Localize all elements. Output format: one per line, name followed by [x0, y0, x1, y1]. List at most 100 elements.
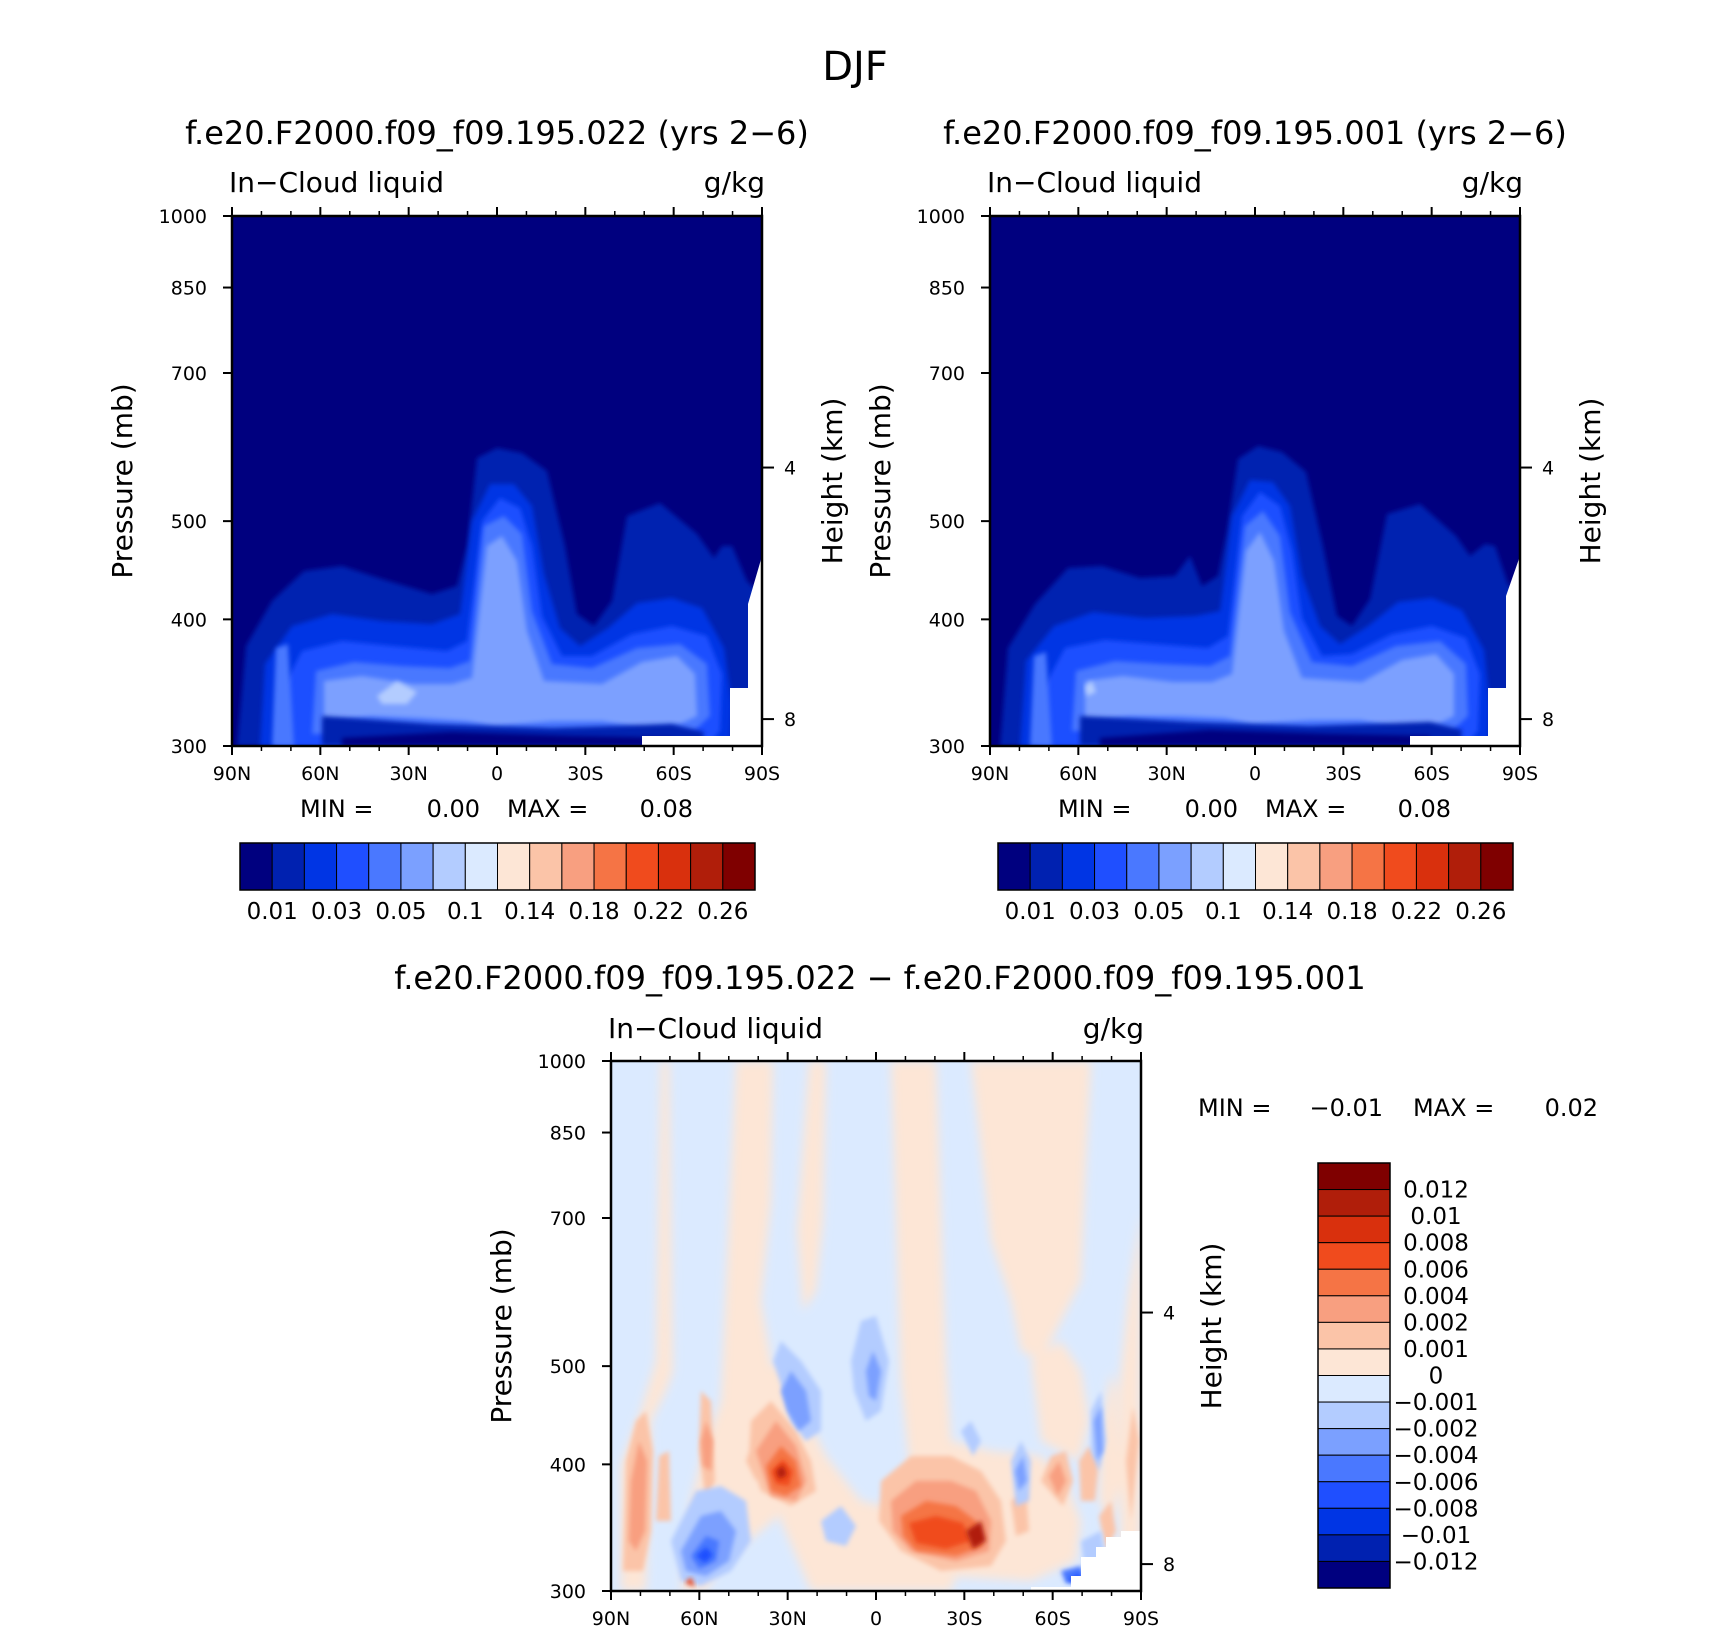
level-6 [1085, 681, 1096, 696]
level-low1 [272, 644, 294, 746]
x-tick-label: 0 [491, 763, 503, 785]
colorbar-box [625, 842, 659, 891]
colorbar-label: −0.001 [1393, 1390, 1478, 1416]
colorbar-box [271, 842, 305, 891]
colorbar-box [368, 842, 402, 891]
colorbar-box [1255, 842, 1289, 891]
colorbar-box [336, 842, 370, 891]
colorbar-label: 0.26 [697, 899, 748, 925]
min-label: MIN = [1058, 795, 1131, 823]
colorbar-label: 0.05 [1133, 899, 1184, 925]
colorbar-label: 0.22 [633, 899, 684, 925]
colorbar-box [1287, 842, 1321, 891]
contour-fill [611, 1061, 1141, 1591]
colorbar-box [1317, 1295, 1391, 1323]
max-value: 0.02 [1545, 1094, 1598, 1122]
colorbar-label: 0.004 [1403, 1284, 1469, 1310]
missing-region [1410, 556, 1520, 746]
colorbar-box [1317, 1162, 1391, 1191]
colorbar-box [1126, 842, 1160, 891]
max-label: MAX = [1265, 795, 1346, 823]
missing-region [1031, 1531, 1141, 1591]
y-tick-label: 300 [929, 736, 965, 758]
colorbar-box [1317, 1321, 1391, 1350]
colorbar-box [1317, 1428, 1391, 1456]
x-tick-label: 30S [567, 763, 603, 785]
right-string: g/kg [1462, 166, 1523, 199]
y2-tick-label: 8 [1542, 709, 1554, 731]
colorbar-box [1317, 1507, 1391, 1536]
colorbar-label: −0.002 [1393, 1417, 1478, 1443]
colorbar-label: 0.14 [504, 899, 555, 925]
colorbar-frame [1317, 1162, 1391, 1589]
colorbar-label: 0.01 [247, 899, 298, 925]
colorbar-box [1222, 842, 1256, 891]
strong-positive-spot [685, 1577, 695, 1587]
x-tick-label: 90S [1502, 763, 1538, 785]
level-6 [377, 681, 417, 704]
colorbar-frame [997, 842, 1514, 891]
y-axis-label: Pressure (mb) [864, 383, 897, 578]
colorbar-box [1317, 1560, 1391, 1589]
colorbar-box [1383, 842, 1417, 891]
y-tick-label: 700 [929, 363, 965, 385]
x-tick-label: 30S [1325, 763, 1361, 785]
min-label: MIN = [1198, 1094, 1271, 1122]
y2-tick-label: 8 [1163, 1554, 1175, 1576]
y-tick-label: 700 [550, 1208, 586, 1230]
colorbar-label: 0.03 [1069, 899, 1120, 925]
colorbar-box [1317, 1454, 1391, 1483]
y-tick-label: 300 [550, 1581, 586, 1603]
panel-bottom-difference: f.e20.F2000.f09_f09.195.022 − f.e20.F200… [394, 959, 1598, 1630]
x-tick-label: 90N [213, 763, 251, 785]
y-axis-label: Pressure (mb) [106, 383, 139, 578]
colorbar-box [997, 842, 1031, 891]
pos-level-6 [776, 1465, 986, 1549]
panel-title: f.e20.F2000.f09_f09.195.022 (yrs 2−6) [185, 114, 809, 152]
y-tick-label: 850 [550, 1123, 586, 1145]
right-string: g/kg [1083, 1012, 1144, 1045]
colorbar-label: 0.26 [1455, 899, 1506, 925]
y-tick-label: 400 [550, 1454, 586, 1476]
y2-tick-label: 8 [784, 709, 796, 731]
x-tick-label: 90S [1123, 1608, 1159, 1630]
colorbar-box [1317, 1375, 1391, 1403]
colorbar-box [1317, 1268, 1391, 1297]
colorbar-box [1448, 842, 1482, 891]
x-tick-label: 90N [592, 1608, 630, 1630]
colorbar-box [690, 842, 724, 891]
x-tick-label: 60S [1035, 1608, 1071, 1630]
y2-tick-label: 4 [1542, 458, 1554, 480]
y-tick-label: 300 [171, 736, 207, 758]
colorbar-box [1317, 1189, 1391, 1217]
colorbar-label: 0.03 [311, 899, 362, 925]
colorbar-box [303, 842, 338, 891]
colorbar-label: 0.012 [1403, 1178, 1469, 1204]
colorbar-box [1029, 842, 1063, 891]
level-5 [324, 536, 697, 728]
colorbar-box [593, 842, 627, 891]
x-tick-label: 60S [1414, 763, 1450, 785]
y-tick-label: 500 [550, 1356, 586, 1378]
colorbar-label: 0.01 [1005, 899, 1056, 925]
y-tick-label: 400 [171, 609, 207, 631]
x-tick-label: 30N [1147, 763, 1185, 785]
right-string: g/kg [704, 166, 765, 199]
colorbar-label: 0.18 [1326, 899, 1377, 925]
colorbar-box [400, 842, 434, 891]
colorbar-label: −0.012 [1393, 1549, 1478, 1575]
level-low3 [1100, 730, 1430, 746]
colorbar-box [1317, 1348, 1391, 1376]
min-value: −0.01 [1309, 1094, 1383, 1122]
colorbar-label: 0.05 [375, 899, 426, 925]
min-value: 0.00 [1185, 795, 1238, 823]
y-tick-label: 850 [929, 278, 965, 300]
max-value: 0.08 [1398, 795, 1451, 823]
max-label: MAX = [1413, 1094, 1494, 1122]
colorbar-box [1190, 842, 1224, 891]
colorbar-label: 0.001 [1403, 1337, 1469, 1363]
colorbar-label: −0.01 [1401, 1523, 1471, 1549]
colorbar-box [1317, 1401, 1391, 1430]
colorbar: 0.01 0.03 0.05 0.1 0.14 0.18 0.22 0.26 [997, 842, 1514, 925]
x-tick-label: 30N [768, 1608, 806, 1630]
